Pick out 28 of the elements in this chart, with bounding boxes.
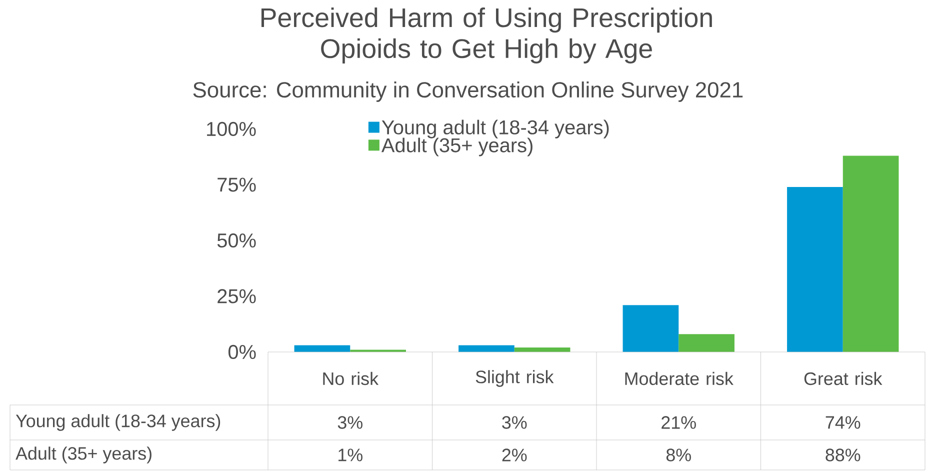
- data-label: 1%: [338, 448, 362, 462]
- bar: [787, 186, 843, 352]
- data-label: 2%: [502, 448, 527, 462]
- text: Young adult (18-34 years): [16, 414, 220, 431]
- legend-label: Young adult (18-34 years): [382, 120, 609, 138]
- chart-subtitle: Source: Community in Conversation Online Survey 2021: [193, 82, 743, 102]
- text: Adult (35+ years): [16, 446, 152, 464]
- y-tick-label: 25%: [218, 289, 256, 304]
- bar: [458, 345, 514, 352]
- data-label: 21%: [662, 416, 696, 429]
- data-label: 3%: [338, 416, 362, 429]
- x-tick-label: No risk: [323, 372, 379, 386]
- y-tick-label: 0%: [228, 344, 256, 360]
- data-label: 8%: [666, 448, 691, 462]
- y-tick-label: 75%: [218, 178, 256, 192]
- data-label: 88%: [826, 448, 860, 462]
- bar: [622, 305, 679, 352]
- y-tick-label: 100%: [207, 122, 256, 136]
- x-tick-label: Slight risk: [476, 370, 554, 387]
- bar: [842, 156, 899, 352]
- x-tick-label: Great risk: [804, 372, 882, 386]
- x-tick-label: Moderate risk: [625, 372, 734, 386]
- y-tick-label: 50%: [217, 233, 256, 248]
- bar: [678, 334, 734, 352]
- legend-label: Adult (35+ years): [381, 138, 532, 156]
- data-label: 74%: [826, 416, 860, 429]
- data-label: 3%: [502, 416, 527, 429]
- chart-title: Perceived Harm of Using Prescription Opioids to Get High by Age: [261, 8, 712, 64]
